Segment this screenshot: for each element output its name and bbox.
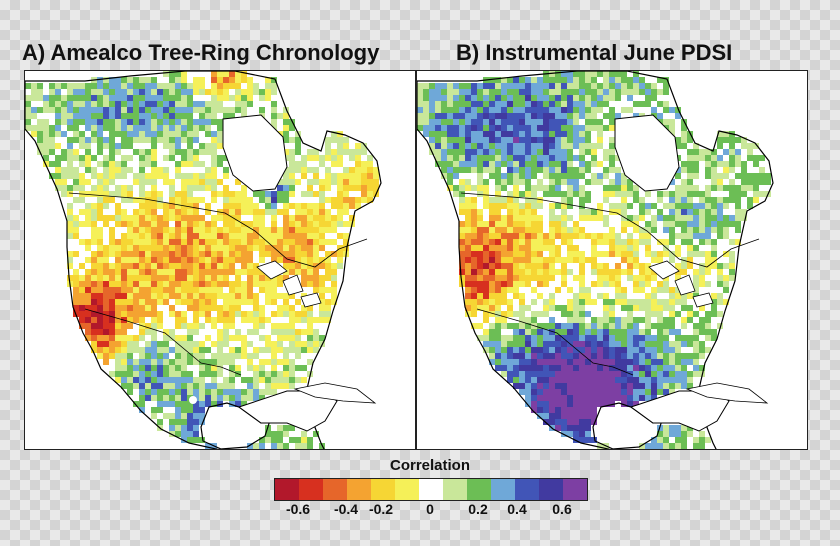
colorbar-tick-label: 0 [426, 501, 434, 517]
colorbar-swatch [275, 479, 299, 500]
great-lake [674, 274, 696, 296]
panel-b-title: B) Instrumental June PDSI [456, 40, 733, 65]
us-mexico-border [84, 308, 242, 376]
colorbar-tick-label: -0.2 [368, 501, 394, 517]
great-lake [256, 260, 288, 280]
us-canada-border [68, 192, 368, 268]
colorbar-swatch [491, 479, 515, 500]
correlation-map-a [25, 71, 382, 449]
colorbar-swatch [539, 479, 563, 500]
colorbar-tick-label: 0.4 [507, 501, 527, 517]
colorbar-tick-label: -0.4 [333, 501, 359, 517]
colorbar [274, 478, 588, 501]
map-panel-a [24, 70, 416, 450]
great-lake [692, 292, 714, 308]
correlation-map-b [417, 71, 774, 449]
colorbar-swatch [299, 479, 323, 500]
colorbar-swatch [467, 479, 491, 500]
great-lake [282, 274, 304, 296]
us-canada-border [460, 192, 760, 268]
colorbar-tick-label: 0.6 [552, 501, 572, 517]
colorbar-swatch [419, 479, 443, 500]
colorbar-tick-label: -0.6 [285, 501, 311, 517]
correlation-grid [417, 71, 771, 449]
colorbar-swatch [347, 479, 371, 500]
colorbar-swatch [515, 479, 539, 500]
us-mexico-border [476, 308, 634, 376]
caribbean-island [685, 382, 769, 404]
hudson-bay [222, 114, 288, 192]
great-lake [648, 260, 680, 280]
colorbar-tick-label: 0.2 [468, 501, 488, 517]
caribbean-island [293, 382, 377, 404]
map-panel-b [416, 70, 808, 450]
amealco-site-marker [189, 396, 197, 404]
great-lake [300, 292, 322, 308]
colorbar-swatch [395, 479, 419, 500]
gulf-of-mexico [237, 390, 338, 432]
gulf-of-mexico [629, 390, 730, 432]
coastline [417, 71, 774, 449]
coastline [25, 71, 382, 449]
hudson-bay [614, 114, 680, 192]
colorbar-swatch [443, 479, 467, 500]
colorbar-title: Correlation [389, 457, 470, 474]
colorbar-swatch [371, 479, 395, 500]
colorbar-swatch [563, 479, 587, 500]
colorbar-ticks: -0.6 -0.4 -0.2 0 0.2 0.4 0.6 [274, 501, 586, 521]
colorbar-swatch [323, 479, 347, 500]
panel-a-title: A) Amealco Tree-Ring Chronology [22, 40, 380, 65]
